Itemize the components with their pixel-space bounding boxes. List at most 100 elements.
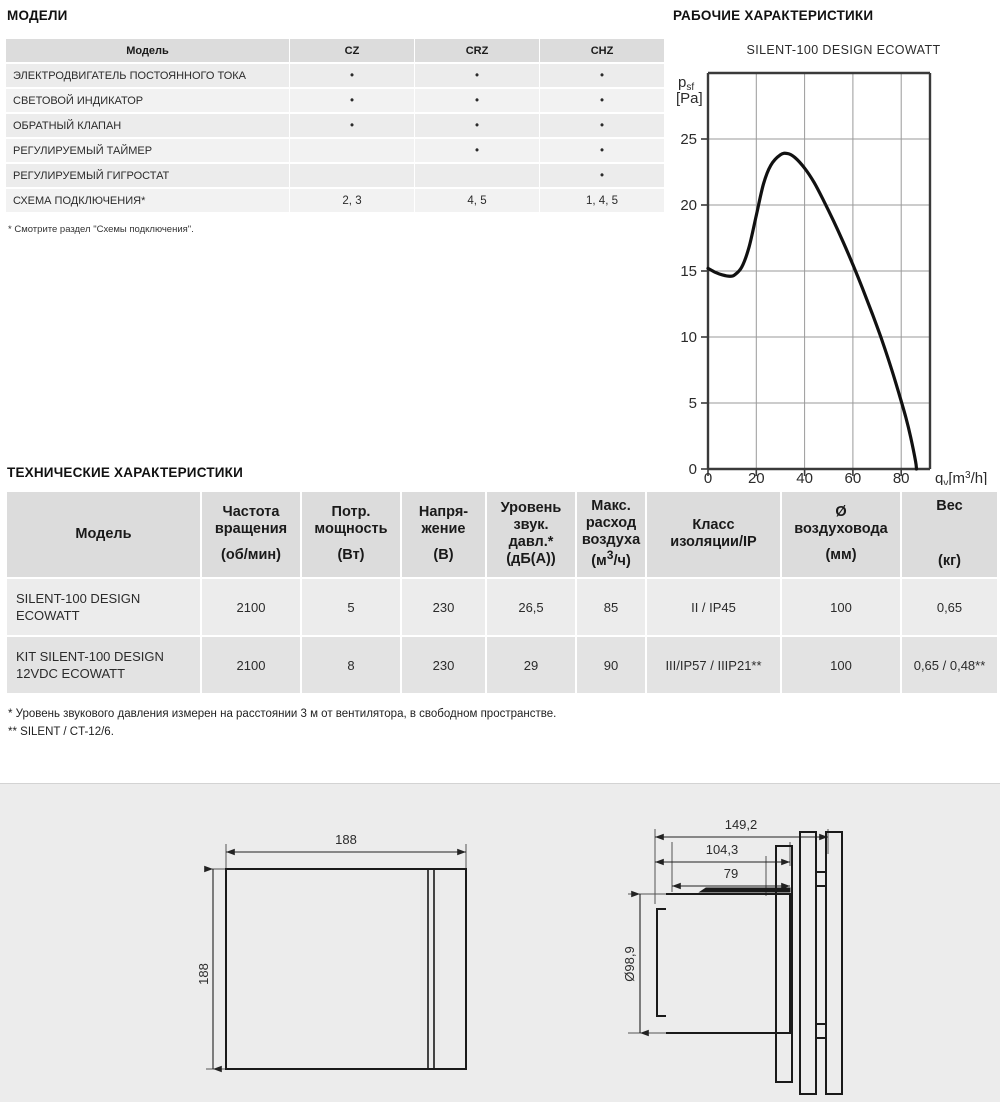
tech-cell-model: SILENT-100 DESIGN ECOWATT <box>7 579 200 636</box>
y-tick-25: 25 <box>680 131 697 148</box>
models-cell-cz <box>290 164 414 187</box>
tech-cell-insulation: II / IP45 <box>647 579 780 636</box>
tech-cell-diameter: 100 <box>782 637 900 694</box>
chart-y-tick-labels: 25 20 15 10 5 0 <box>680 131 697 478</box>
tech-section-title: ТЕХНИЧЕСКИЕ ХАРАКТЕРИСТИКИ <box>7 465 244 480</box>
chart-section-title: РАБОЧИЕ ХАРАКТЕРИСТИКИ <box>673 8 874 23</box>
tech-cell-voltage: 230 <box>402 637 485 694</box>
y-axis-label-sub: sf <box>686 82 694 93</box>
tech-cell-flow: 85 <box>577 579 645 636</box>
table-row: СХЕМА ПОДКЛЮЧЕНИЯ* 2, 3 4, 5 1, 4, 5 <box>6 189 664 212</box>
tech-cell-sound: 29 <box>487 637 575 694</box>
side-view-drawing: 149,2 104,3 79 Ø98,9 <box>622 817 843 1095</box>
tech-cell-rpm: 2100 <box>202 637 300 694</box>
tech-cell-weight: 0,65 / 0,48** <box>902 637 997 694</box>
models-cell-chz: 1, 4, 5 <box>540 189 664 212</box>
models-header-cz: CZ <box>290 39 414 62</box>
tech-footnote-1: * Уровень звукового давления измерен на … <box>8 708 557 721</box>
chart-y-axis-label: psf [Pa] <box>676 74 703 107</box>
models-cell-crz: • <box>415 139 539 162</box>
models-section: МОДЕЛИ Модель CZ CRZ CHZ ЭЛЕКТРОДВИГАТЕЛ… <box>5 8 664 237</box>
y-axis-label-base: p <box>678 74 686 91</box>
models-cell-cz: • <box>290 89 414 112</box>
tech-header-sound: Уровень звук. давл.* (дБ(А)) <box>487 492 575 578</box>
models-cell-crz: • <box>415 64 539 87</box>
models-row-label: РЕГУЛИРУЕМЫЙ ТАЙМЕР <box>6 139 289 162</box>
models-cell-crz: 4, 5 <box>415 189 539 212</box>
x-tick-60: 60 <box>845 470 862 485</box>
tech-header-power: Потр. мощность (Вт) <box>302 492 400 578</box>
performance-curve-chart: 25 20 15 10 5 0 0 20 40 60 80 psf [Pa] q… <box>676 71 987 485</box>
models-row-label: СХЕМА ПОДКЛЮЧЕНИЯ* <box>6 189 289 212</box>
models-row-label: ЭЛЕКТРОДВИГАТЕЛЬ ПОСТОЯННОГО ТОКА <box>6 64 289 87</box>
models-row-label: РЕГУЛИРУЕМЫЙ ГИГРОСТАТ <box>6 164 289 187</box>
x-tick-0: 0 <box>704 470 712 485</box>
models-header-crz: CRZ <box>415 39 539 62</box>
x-axis-label-sup: 3 <box>965 470 971 481</box>
tech-header-voltage: Напря- жение (В) <box>402 492 485 578</box>
side-diameter-label: Ø98,9 <box>622 946 637 981</box>
chart-subtitle: SILENT-100 DESIGN ECOWATT <box>746 43 941 57</box>
tech-header-flow: Макс. расход воздуха (м3/ч) <box>577 492 645 578</box>
models-cell-cz: • <box>290 64 414 87</box>
y-tick-0: 0 <box>689 461 697 478</box>
tech-header-rpm: Частота вращения (об/мин) <box>202 492 300 578</box>
models-cell-crz: • <box>415 114 539 137</box>
tech-cell-power: 8 <box>302 637 400 694</box>
tech-header-row: Модель Частота вращения (об/мин) Потр. м… <box>7 492 997 578</box>
models-table: Модель CZ CRZ CHZ ЭЛЕКТРОДВИГАТЕЛЬ ПОСТО… <box>5 37 665 214</box>
models-cell-chz: • <box>540 114 664 137</box>
x-axis-label-sub: v <box>943 478 948 485</box>
models-cell-chz: • <box>540 164 664 187</box>
tech-cell-flow: 90 <box>577 637 645 694</box>
table-row: РЕГУЛИРУЕМЫЙ ГИГРОСТАТ • <box>6 164 664 187</box>
x-tick-20: 20 <box>748 470 765 485</box>
models-row-label: ОБРАТНЫЙ КЛАПАН <box>6 114 289 137</box>
models-cell-cz: • <box>290 114 414 137</box>
tech-header-weight: Вес (кг) <box>902 492 997 578</box>
chart-x-axis-label: qv[m3/h] <box>935 470 987 485</box>
models-cell-chz: • <box>540 64 664 87</box>
tech-footnote-2: ** SILENT / CT-12/6. <box>8 725 114 738</box>
models-footnote: * Смотрите раздел "Схемы подключения". <box>8 224 194 235</box>
chart-x-tick-labels: 0 20 40 60 80 <box>704 470 910 485</box>
y-tick-10: 10 <box>680 329 697 346</box>
models-header-model: Модель <box>6 39 289 62</box>
models-cell-chz: • <box>540 89 664 112</box>
tech-cell-rpm: 2100 <box>202 579 300 636</box>
table-row: ЭЛЕКТРОДВИГАТЕЛЬ ПОСТОЯННОГО ТОКА • • • <box>6 64 664 87</box>
chart-y-tick-marks <box>701 138 708 470</box>
tech-cell-voltage: 230 <box>402 579 485 636</box>
tech-header-diameter: Ø воздуховода (мм) <box>782 492 900 578</box>
x-axis-label-rest-b: /h] <box>971 470 988 485</box>
tech-cell-power: 5 <box>302 579 400 636</box>
models-cell-crz: • <box>415 89 539 112</box>
side-total-label: 149,2 <box>725 817 758 832</box>
models-header-chz: CHZ <box>540 39 664 62</box>
y-tick-20: 20 <box>680 197 697 214</box>
dimensional-drawings-section: 188 188 149,2 104,3 <box>0 783 1000 1102</box>
chart-x-tick-marks <box>707 469 902 476</box>
x-axis-label-base: q <box>935 470 943 485</box>
technical-specs-table: Модель Частота вращения (об/мин) Потр. м… <box>5 490 999 695</box>
technical-specs-section: ТЕХНИЧЕСКИЕ ХАРАКТЕРИСТИКИ Модель Частот… <box>5 465 997 742</box>
side-inner-label: 79 <box>724 866 738 881</box>
y-tick-15: 15 <box>680 263 697 280</box>
tech-footnotes: * Уровень звукового давления измерен на … <box>8 706 995 742</box>
x-axis-label-rest-a: [m <box>948 470 965 485</box>
pressure-flow-curve <box>706 151 919 471</box>
table-row: ОБРАТНЫЙ КЛАПАН • • • <box>6 114 664 137</box>
chart-gridlines <box>708 73 930 469</box>
x-tick-40: 40 <box>796 470 813 485</box>
tech-cell-model: KIT SILENT-100 DESIGN 12VDC ECOWATT <box>7 637 200 694</box>
models-section-title: МОДЕЛИ <box>7 8 68 23</box>
front-height-label: 188 <box>196 963 211 985</box>
table-row: РЕГУЛИРУЕМЫЙ ТАЙМЕР • • <box>6 139 664 162</box>
models-cell-crz <box>415 164 539 187</box>
tech-cell-weight: 0,65 <box>902 579 997 636</box>
tech-header-model: Модель <box>7 492 200 578</box>
models-row-label: СВЕТОВОЙ ИНДИКАТОР <box>6 89 289 112</box>
table-row: SILENT-100 DESIGN ECOWATT 2100 5 230 26,… <box>7 579 997 636</box>
dimension-drawings: 188 188 149,2 104,3 <box>196 817 843 1095</box>
x-tick-80: 80 <box>893 470 910 485</box>
